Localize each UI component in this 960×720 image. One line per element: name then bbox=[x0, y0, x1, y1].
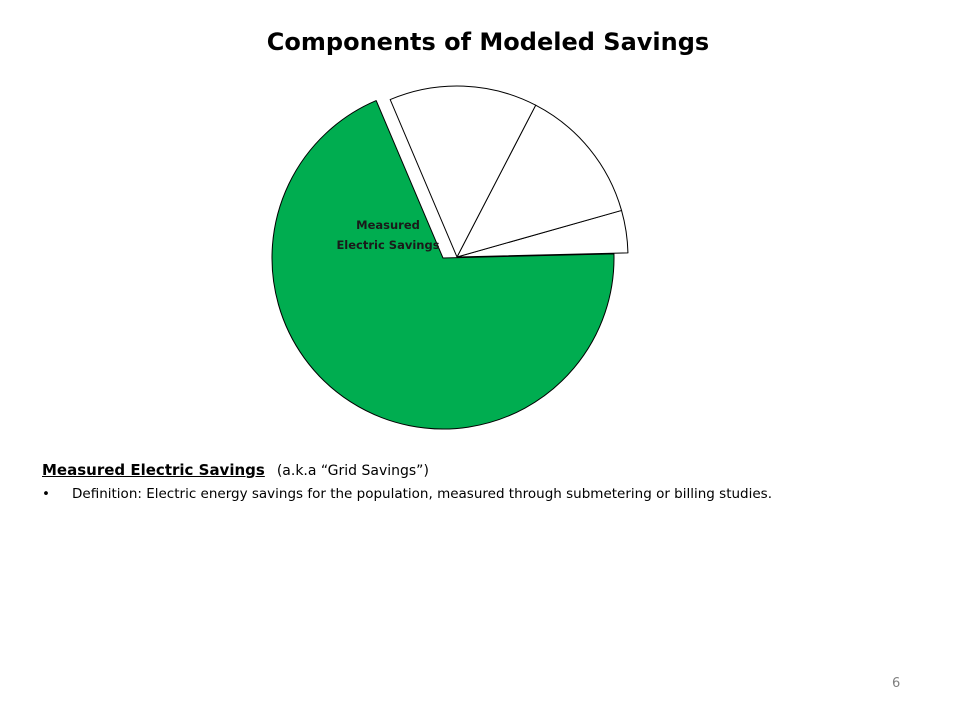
bullet-item: • Definition: Electric energy savings fo… bbox=[42, 486, 922, 502]
pie-slice-1 bbox=[271, 100, 615, 430]
section-heading: Measured Electric Savings bbox=[42, 461, 265, 479]
slide-title: Components of Modeled Savings bbox=[266, 28, 710, 56]
definition-heading-row: Measured Electric Savings (a.k.a “Grid S… bbox=[42, 461, 922, 479]
pie-slice-4 bbox=[389, 85, 537, 258]
slice-label-line-2: Electric Savings bbox=[336, 238, 439, 252]
pie-slice-3 bbox=[456, 104, 623, 258]
bullet-text: Definition: Electric energy savings for … bbox=[72, 486, 773, 502]
page-number: 6 bbox=[892, 676, 901, 691]
slice-label-line-1: Measured bbox=[356, 218, 420, 232]
section-aka: (a.k.a “Grid Savings”) bbox=[276, 463, 429, 479]
bullet-dot-icon: • bbox=[42, 486, 50, 502]
definition-section: Measured Electric Savings (a.k.a “Grid S… bbox=[42, 461, 922, 502]
